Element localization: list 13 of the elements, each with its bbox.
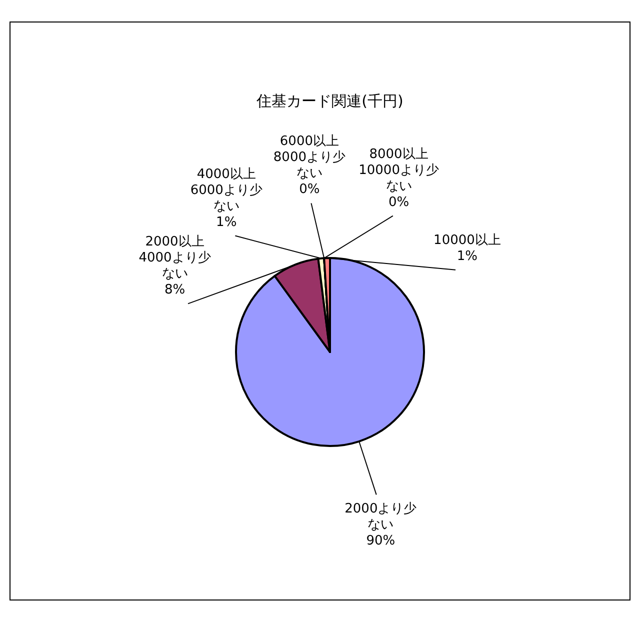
slice-label: 2000以上4000より少ない	[138, 234, 211, 282]
slice-label: 4000以上6000より少ない	[190, 166, 262, 214]
data-label: 90%	[366, 534, 396, 549]
category-label: 6000以上8000より少ない	[273, 134, 346, 182]
category-label: 8000以上10000より少ない	[358, 146, 439, 194]
data-label: 1%	[456, 248, 478, 264]
text: 0%	[299, 182, 320, 198]
text: 0%	[388, 194, 410, 210]
chart-title: 住基カード関連(千円)	[256, 92, 404, 110]
data-label: 8%	[164, 282, 186, 298]
data-label: 1%	[216, 214, 237, 230]
slice-label: 10000以上	[434, 232, 501, 248]
slice-label: 2000より少ない	[344, 502, 417, 533]
